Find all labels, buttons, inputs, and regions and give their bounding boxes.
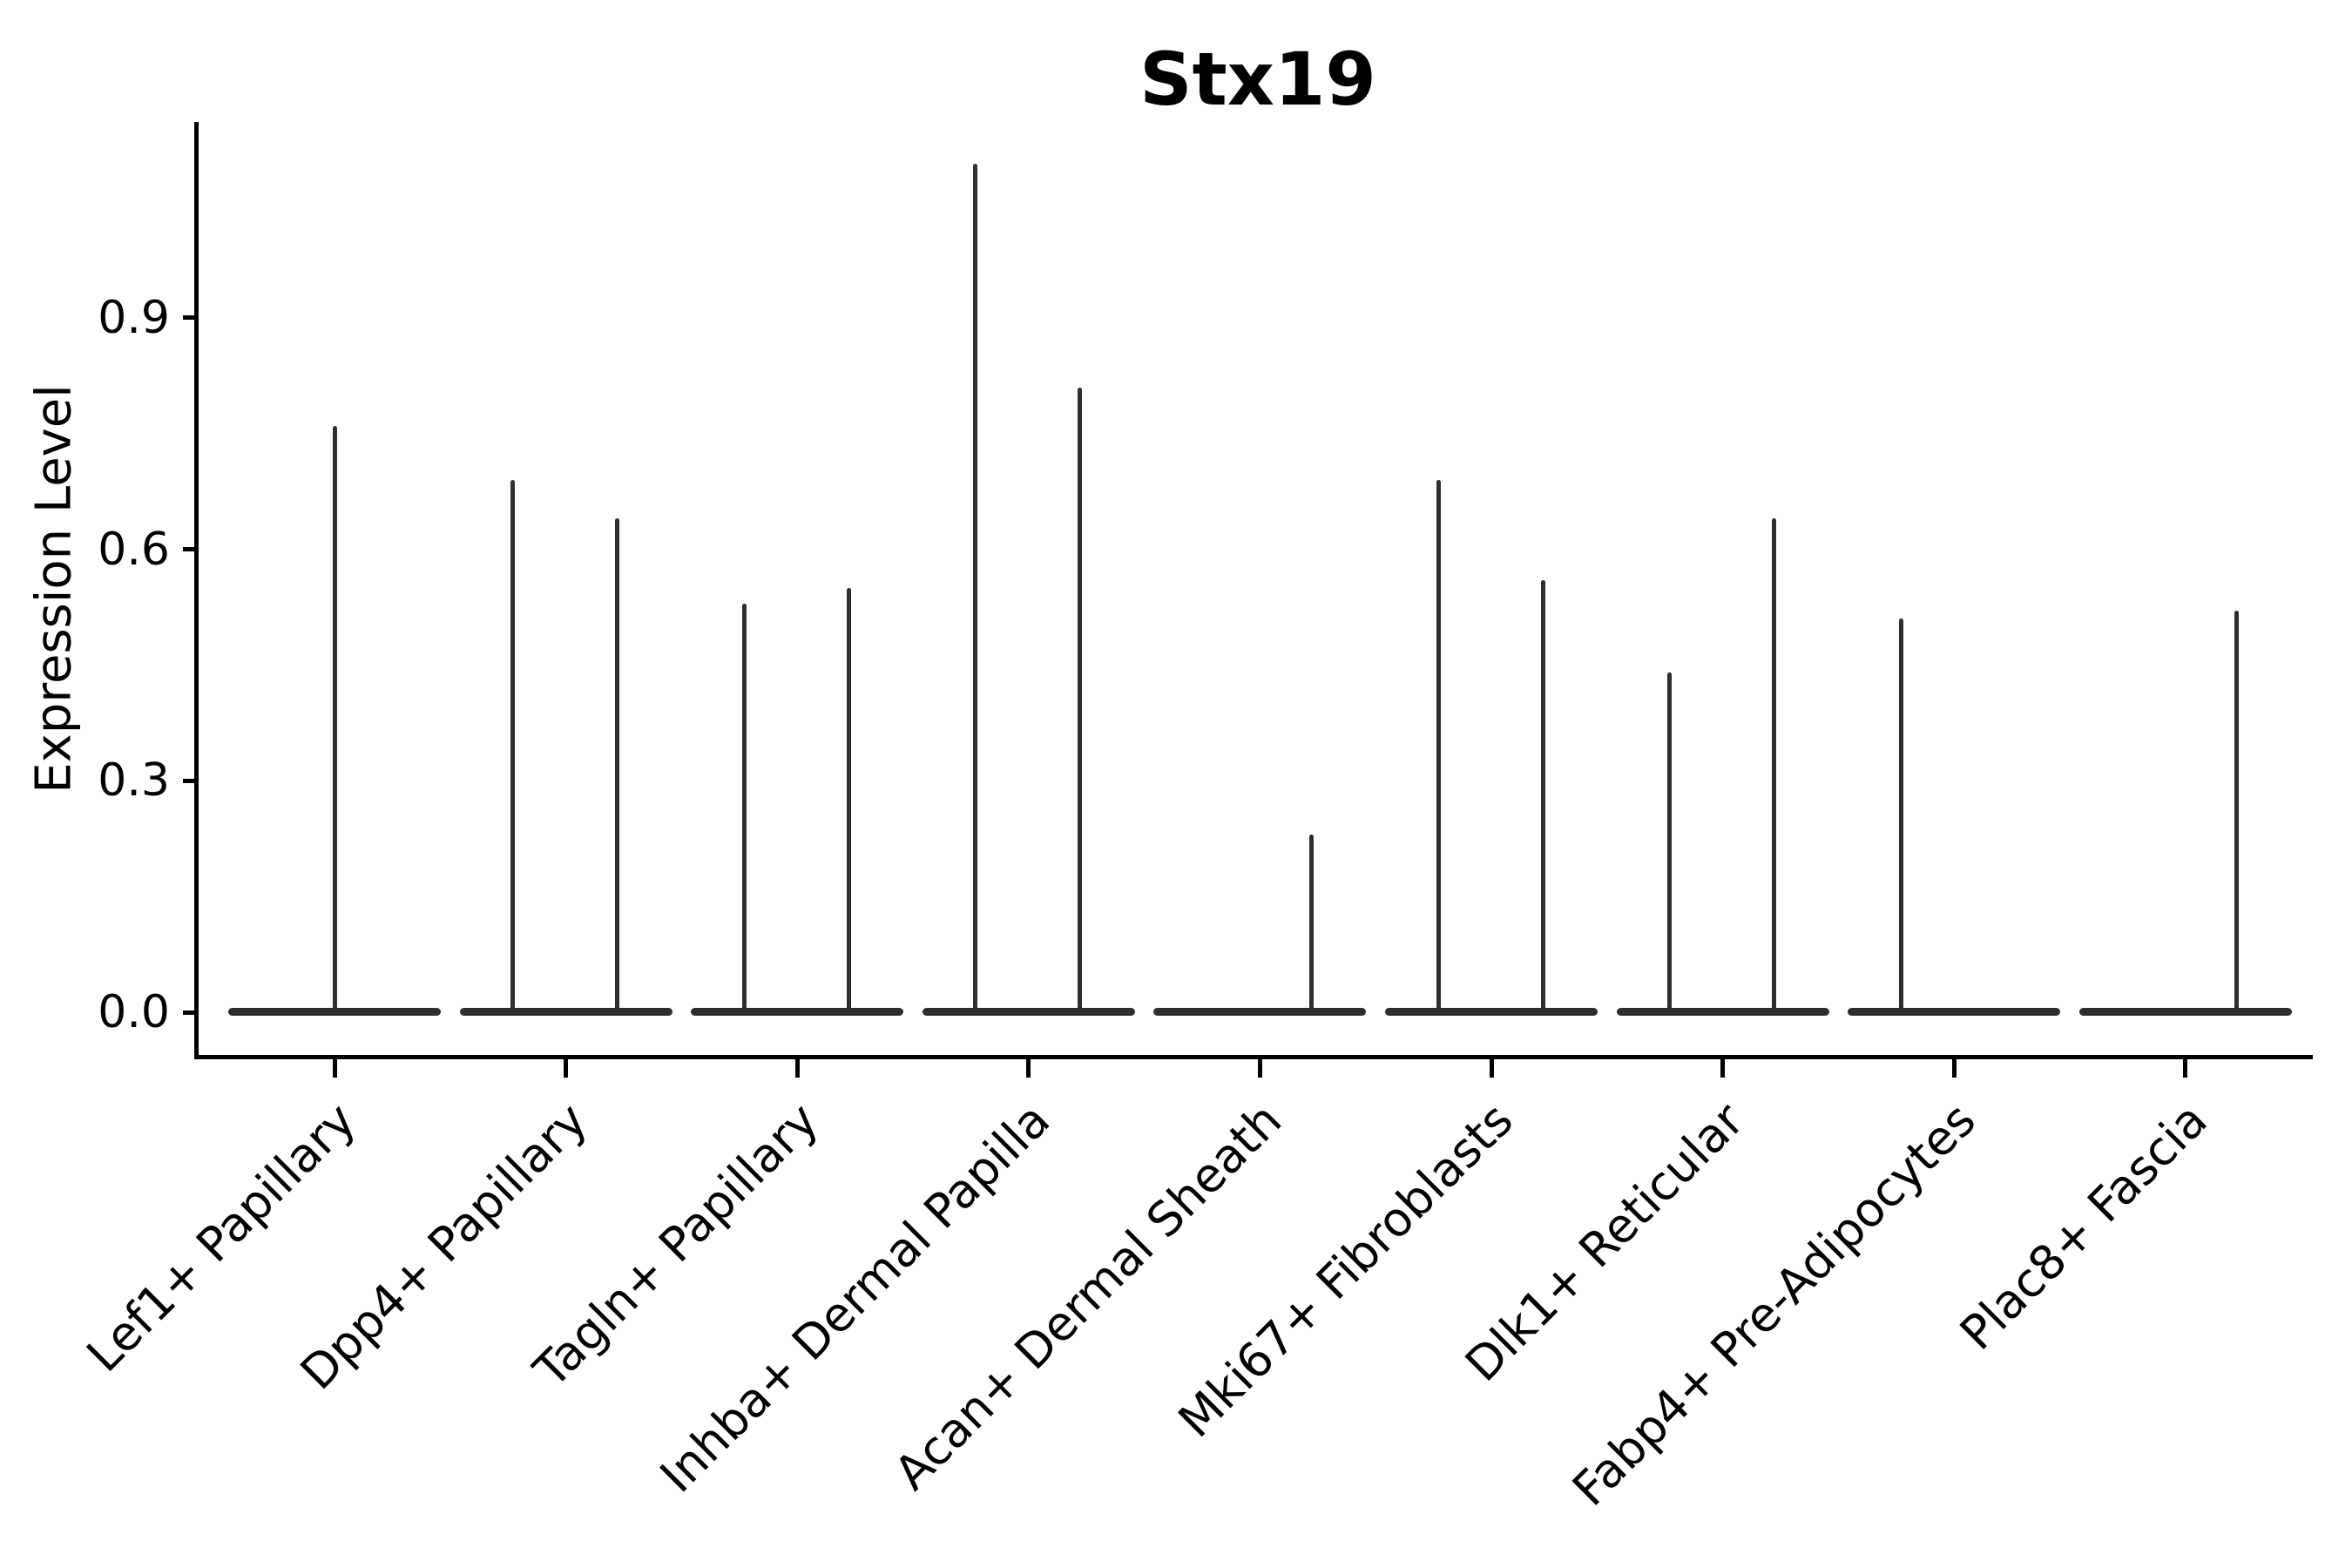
violin-spike [1308, 835, 1314, 1011]
y-tick-label: 0.3 [98, 754, 170, 808]
y-axis-spine [194, 122, 199, 1059]
y-tick-label: 0.9 [98, 291, 170, 344]
violin-base [1153, 1008, 1367, 1016]
x-tick-label: Plac8+ Fascia [1949, 1092, 2218, 1361]
y-axis-label: Expression Level [25, 384, 83, 794]
violin-base [922, 1008, 1135, 1016]
violin-spike [1436, 479, 1441, 1011]
violin-spike [846, 587, 851, 1011]
violin-spike [973, 163, 978, 1011]
violin-spike [1078, 387, 1083, 1011]
violin-spike [332, 425, 337, 1011]
x-tick-mark [1257, 1057, 1262, 1078]
violin-base [459, 1008, 672, 1016]
y-tick-mark [183, 315, 196, 321]
y-tick-mark [183, 547, 196, 552]
y-tick-label: 0.0 [98, 986, 170, 1038]
x-tick-label: Inhba+ Dermal Papilla [649, 1092, 1061, 1504]
x-tick-mark [1951, 1057, 1957, 1078]
violin-spike [1667, 672, 1673, 1011]
violin-spike [1772, 518, 1777, 1011]
x-tick-mark [564, 1057, 569, 1078]
violin-base [1385, 1008, 1598, 1016]
x-axis-spine [194, 1055, 2313, 1059]
y-tick-mark [183, 778, 196, 783]
y-tick-label: 0.6 [98, 523, 170, 576]
violin-spike [615, 518, 620, 1011]
violin-spike [2234, 611, 2240, 1011]
violin-base [228, 1008, 441, 1016]
violin-spike [1540, 580, 1545, 1011]
y-tick-mark [183, 1010, 196, 1015]
x-tick-mark [1720, 1057, 1726, 1078]
violin-spike [510, 479, 516, 1011]
x-tick-label: Acan+ Dermal Sheath [883, 1092, 1292, 1501]
violin-spike [741, 603, 747, 1011]
x-tick-mark [332, 1057, 337, 1078]
chart-title: Stx19 [1139, 37, 1376, 122]
violin-base [1616, 1008, 1829, 1016]
x-tick-label: Fabp4+ Pre-Adipocytes [1561, 1092, 1986, 1517]
violin-base [691, 1008, 904, 1016]
x-tick-mark [1489, 1057, 1494, 1078]
x-tick-mark [2183, 1057, 2188, 1078]
violin-spike [1898, 618, 1903, 1011]
violin-base [2078, 1008, 2292, 1016]
x-tick-mark [1026, 1057, 1031, 1078]
violin-base [1848, 1008, 2061, 1016]
x-tick-mark [794, 1057, 800, 1078]
